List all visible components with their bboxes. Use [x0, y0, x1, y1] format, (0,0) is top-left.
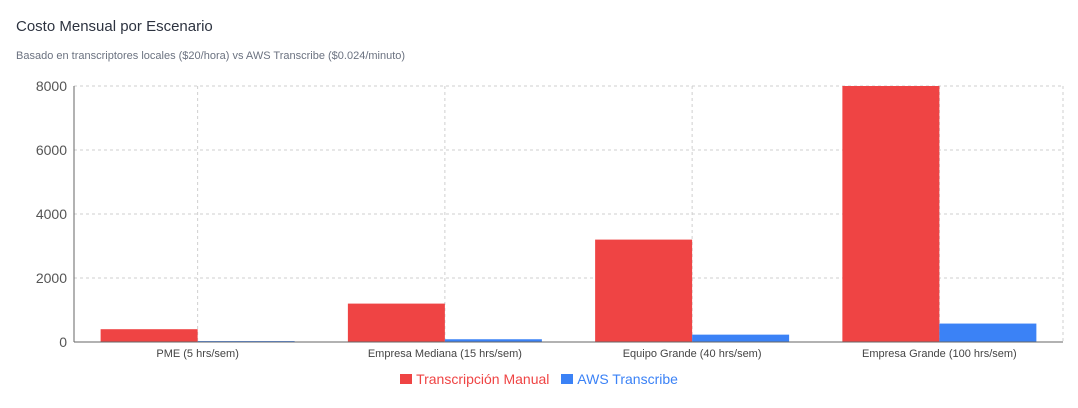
x-category-label-0: PME (5 hrs/sem): [156, 348, 239, 360]
chart-subtitle: Basado en transcriptores locales ($20/ho…: [16, 50, 406, 62]
bar-aws-1: [444, 339, 542, 342]
y-tick-label-3: 6000: [36, 142, 67, 158]
legend-swatch-manual: [400, 374, 413, 384]
bar-manual-2: [595, 239, 693, 342]
y-tick-label-2: 4000: [36, 206, 67, 222]
y-tick-label-1: 2000: [36, 270, 67, 286]
legend-label-manual: Transcripción Manual: [416, 371, 550, 387]
bar-aws-2: [692, 334, 790, 342]
x-category-label-3: Empresa Grande (100 hrs/sem): [862, 348, 1017, 360]
bar-aws-3: [939, 323, 1037, 342]
y-tick-label-4: 8000: [36, 78, 67, 94]
bar-manual-1: [347, 303, 445, 342]
chart-title: Costo Mensual por Escenario: [16, 18, 213, 35]
legend-label-aws: AWS Transcribe: [577, 371, 678, 387]
x-category-label-1: Empresa Mediana (15 hrs/sem): [368, 348, 522, 360]
bar-manual-0: [100, 329, 198, 342]
bar-manual-3: [842, 86, 940, 342]
legend-item-manual[interactable]: Transcripción Manual: [400, 371, 549, 387]
x-category-label-2: Equipo Grande (40 hrs/sem): [623, 348, 762, 360]
legend: Transcripción Manual AWS Transcribe: [0, 371, 1078, 387]
legend-item-aws[interactable]: AWS Transcribe: [561, 371, 678, 387]
y-tick-label-0: 0: [59, 334, 67, 350]
legend-swatch-aws: [561, 374, 574, 384]
